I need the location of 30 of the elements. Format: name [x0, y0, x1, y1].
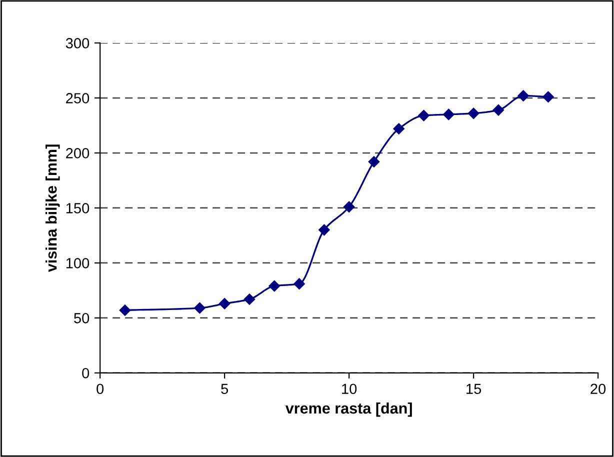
y-axis-title: visina biljke [mm] — [46, 144, 60, 272]
point — [368, 156, 380, 168]
y-tick-label: 300 — [66, 38, 90, 48]
point — [418, 110, 430, 122]
point — [218, 298, 230, 310]
y-tick-label: 0 — [82, 368, 90, 378]
x-axis-title: vreme rasta [dan] — [285, 402, 412, 417]
x-tick-label: 10 — [342, 384, 357, 394]
y-tick-label: 100 — [66, 258, 90, 268]
x-tick-label: 15 — [466, 384, 482, 394]
point — [518, 90, 529, 102]
point — [343, 201, 355, 212]
point — [268, 280, 280, 292]
x-tick-label: 0 — [96, 384, 104, 394]
point — [119, 304, 131, 316]
point — [393, 123, 404, 134]
point — [318, 224, 330, 236]
y-tick-label: 250 — [66, 93, 90, 104]
point — [443, 108, 454, 120]
y-tick-label: 50 — [74, 313, 90, 324]
y-tick-label: 150 — [66, 203, 90, 214]
x-tick-label: 20 — [590, 384, 606, 394]
y-tick-label: 200 — [66, 148, 90, 158]
point — [244, 294, 256, 305]
x-tick-label: 5 — [221, 384, 228, 394]
point — [468, 108, 480, 119]
point — [492, 104, 504, 116]
point — [294, 278, 305, 290]
point — [194, 302, 206, 314]
point — [542, 91, 554, 102]
